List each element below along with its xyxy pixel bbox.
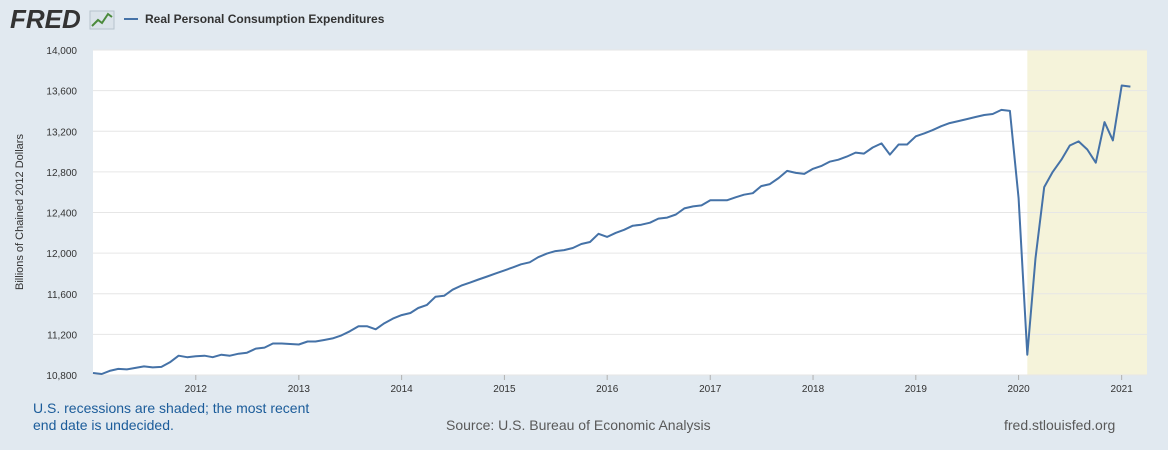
x-tick-label: 2015 xyxy=(493,384,516,395)
y-tick-label: 10,800 xyxy=(46,371,77,382)
y-tick-label: 12,800 xyxy=(46,168,77,179)
y-tick-label: 13,600 xyxy=(46,87,77,98)
x-tick-label: 2018 xyxy=(802,384,825,395)
fred-graph-icon xyxy=(89,10,115,30)
x-tick-label: 2012 xyxy=(185,384,208,395)
x-tick-label: 2014 xyxy=(391,384,414,395)
recession-note: U.S. recessions are shaded; the most rec… xyxy=(33,400,310,433)
legend: Real Personal Consumption Expenditures xyxy=(124,12,385,26)
source-note: Source: U.S. Bureau of Economic Analysis xyxy=(446,417,711,433)
y-tick-label: 11,200 xyxy=(47,330,77,341)
y-tick-label: 11,600 xyxy=(47,290,77,301)
x-tick-label: 2019 xyxy=(905,384,928,395)
x-tick-label: 2017 xyxy=(699,384,722,395)
series-layer xyxy=(92,84,1131,375)
y-tick-label: 14,000 xyxy=(46,46,77,57)
x-tick-label: 2013 xyxy=(288,384,311,395)
y-axis: 10,800 11,200 11,600 12,000 12,400 12,800 13,2… xyxy=(46,46,77,382)
fred-logo: FRED xyxy=(10,4,115,34)
fred-url-link[interactable]: fred.stlouisfed.org xyxy=(1004,417,1116,433)
y-tick-label: 12,000 xyxy=(46,249,77,260)
y-tick-label: 13,200 xyxy=(46,127,77,138)
y-tick-label: 12,400 xyxy=(46,209,77,220)
y-axis-label: Billions of Chained 2012 Dollars xyxy=(14,134,26,290)
x-tick-label: 2020 xyxy=(1007,384,1030,395)
legend-label: Real Personal Consumption Expenditures xyxy=(145,12,385,26)
x-axis: 2012 2013 2014 2015 2016 2017 2018 2019 2020 2021 xyxy=(185,375,1134,395)
series-line xyxy=(92,84,1131,375)
x-tick-label: 2021 xyxy=(1111,384,1134,395)
gridlines xyxy=(93,49,1147,376)
fred-logo-text: FRED xyxy=(10,4,81,34)
x-tick-label: 2016 xyxy=(596,384,619,395)
